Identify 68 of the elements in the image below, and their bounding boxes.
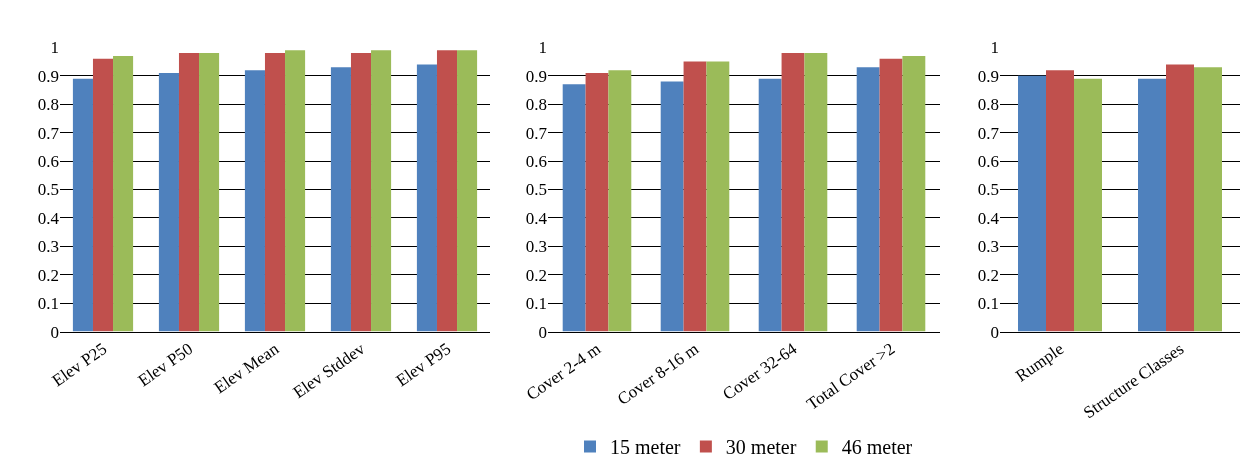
x-tick-label: Elev P95 (392, 339, 455, 391)
y-tick-label: 0.9 (525, 66, 547, 86)
y-tick-label: 0.1 (977, 294, 999, 314)
bar (902, 55, 926, 332)
y-tick-label: 0.3 (37, 237, 59, 257)
x-tick-label: Elev P50 (134, 339, 197, 391)
x-tick-label: Elev Mean (210, 338, 283, 398)
bar (285, 50, 306, 332)
bar (178, 53, 200, 332)
bar (264, 53, 286, 332)
bar (436, 50, 458, 332)
y-tick-label: 1 (990, 38, 999, 58)
legend-label: 30 meter (725, 436, 797, 459)
y-tick-label: 0.9 (37, 66, 59, 86)
y-tick-label: 0.5 (525, 180, 547, 200)
bar (158, 72, 179, 332)
y-tick-label: 0.8 (37, 95, 59, 115)
bar (562, 84, 586, 332)
y-tick-label: 1 (50, 38, 59, 58)
bar (683, 61, 707, 332)
bar (350, 53, 372, 332)
x-tick-label: Elev P25 (48, 339, 111, 391)
y-tick-label: 0.2 (37, 265, 59, 285)
bar (199, 53, 220, 332)
bar (416, 64, 437, 332)
bar (585, 72, 609, 332)
y-tick-label: 0.2 (977, 265, 999, 285)
bar (856, 67, 880, 332)
bar (879, 58, 903, 332)
legend-label: 15 meter (610, 436, 681, 459)
bar (758, 78, 782, 332)
bar (113, 55, 134, 332)
bar (608, 70, 632, 332)
y-tick-label: 0.8 (977, 95, 999, 115)
y-tick-label: 0 (990, 322, 999, 342)
y-tick-label: 0.6 (525, 152, 547, 172)
y-tick-label: 0.7 (977, 123, 1000, 143)
y-tick-label: 0.5 (977, 180, 999, 200)
y-tick-label: 0.1 (37, 294, 59, 314)
y-tick-label: 0.7 (525, 123, 548, 143)
bar (804, 53, 828, 332)
y-tick-label: 0 (538, 322, 547, 342)
bar (781, 53, 805, 332)
y-tick-label: 0.4 (37, 208, 60, 228)
y-tick-label: 0.3 (525, 237, 547, 257)
y-tick-label: 0.9 (977, 66, 999, 86)
y-tick-label: 0.3 (977, 237, 999, 257)
y-tick-label: 0.6 (37, 152, 59, 172)
y-tick-label: 0 (50, 322, 59, 342)
y-tick-label: 0.4 (525, 208, 548, 228)
x-tick-label: Total Cover >2 (803, 339, 899, 414)
y-tick-label: 0.7 (37, 123, 60, 143)
y-tick-label: 0.2 (525, 265, 547, 285)
bar (72, 78, 93, 332)
y-tick-label: 0.1 (525, 294, 547, 314)
bar (371, 50, 392, 332)
bar (660, 81, 684, 332)
bar (330, 67, 351, 332)
bar (244, 70, 265, 332)
bar (706, 61, 730, 332)
legend-label: 46 meter (841, 436, 913, 459)
y-tick-label: 0.4 (977, 208, 1000, 228)
y-tick-label: 1 (538, 38, 547, 58)
bar (457, 50, 478, 332)
y-tick-label: 0.8 (525, 95, 547, 115)
bar (92, 58, 114, 332)
y-tick-label: 0.5 (37, 180, 59, 200)
y-tick-label: 0.6 (977, 152, 999, 172)
